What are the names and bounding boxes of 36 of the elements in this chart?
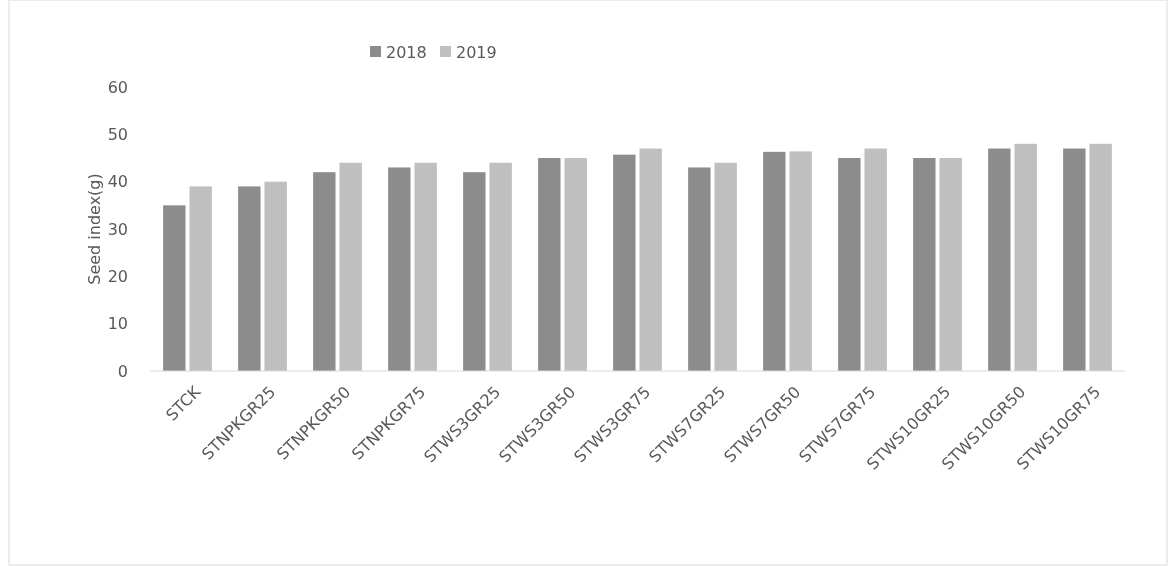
bar xyxy=(238,186,261,371)
y-tick-label: 40 xyxy=(107,172,128,192)
bar xyxy=(414,162,437,371)
bar xyxy=(163,205,186,371)
bar xyxy=(988,148,1011,371)
bar xyxy=(264,181,287,371)
bar xyxy=(489,162,512,371)
bar xyxy=(613,154,636,371)
bar xyxy=(639,148,662,371)
bar xyxy=(1014,143,1037,371)
y-tick-label: 60 xyxy=(107,77,128,97)
y-axis-title: Seed index(g) xyxy=(85,173,104,285)
bar xyxy=(913,158,936,371)
bar xyxy=(388,167,411,371)
legend-label: 2018 xyxy=(386,42,427,62)
bar xyxy=(1063,148,1086,371)
bar xyxy=(189,186,212,371)
y-tick-label: 10 xyxy=(107,314,128,334)
bar xyxy=(1089,143,1112,371)
bar xyxy=(763,151,786,371)
bar xyxy=(339,162,362,371)
y-tick-label: 50 xyxy=(107,124,128,144)
y-tick-label: 20 xyxy=(107,266,128,286)
y-tick-label: 0 xyxy=(117,361,128,381)
legend-label: 2019 xyxy=(456,42,497,62)
y-tick-label: 30 xyxy=(107,219,128,239)
bar xyxy=(714,162,737,371)
bar xyxy=(688,167,711,371)
bar xyxy=(564,158,587,371)
bar xyxy=(538,158,561,371)
bar xyxy=(789,151,812,371)
bar xyxy=(939,158,962,371)
bar xyxy=(313,172,336,371)
bar xyxy=(864,148,887,371)
bar xyxy=(463,172,486,371)
bar xyxy=(838,158,861,371)
